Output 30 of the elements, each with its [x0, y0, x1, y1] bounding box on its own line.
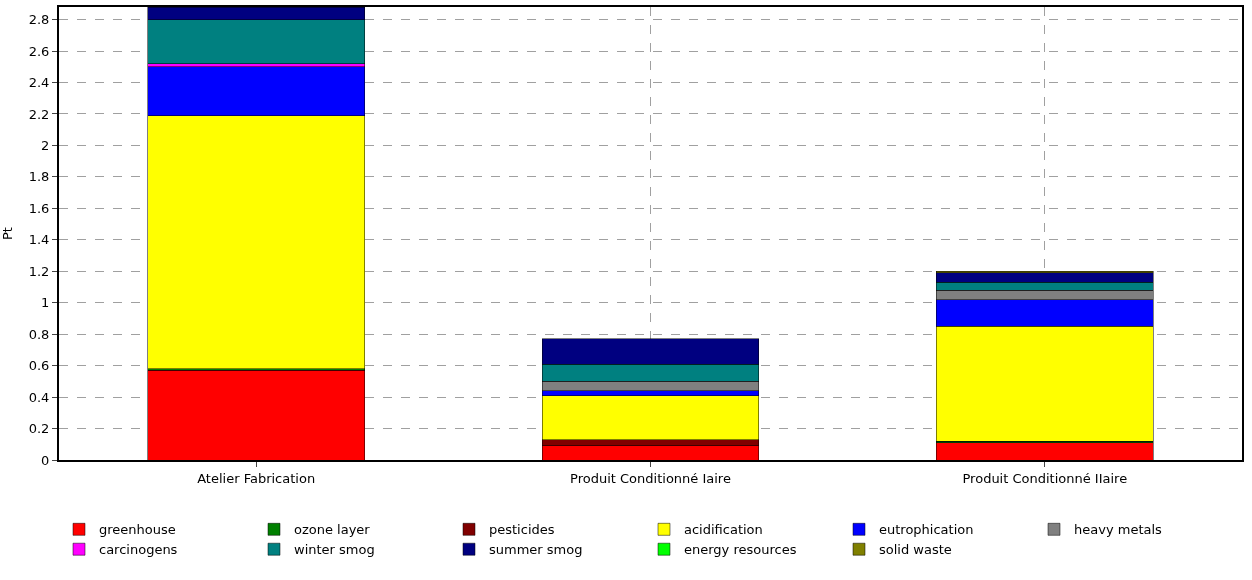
y-tick-label: 2.6 — [28, 43, 50, 59]
y-tick-label: 2.4 — [28, 75, 50, 91]
legend-label: energy resources — [684, 542, 797, 558]
y-tick-label: 0.4 — [28, 389, 50, 405]
legend-label: winter smog — [294, 542, 375, 558]
legend-label: eutrophication — [879, 522, 974, 538]
y-tick-label: 2.2 — [28, 106, 50, 122]
legend-label: heavy metals — [1074, 522, 1163, 538]
legend-label: greenhouse — [99, 522, 176, 538]
x-tick-label: Produit Conditionné Iaire — [570, 470, 731, 486]
legend-label: carcinogens — [99, 542, 178, 558]
legend-label: acidification — [684, 522, 763, 538]
x-tick-label: Atelier Fabrication — [197, 470, 316, 486]
legend-label: solid waste — [879, 542, 952, 558]
y-tick-label: 1.2 — [28, 263, 50, 279]
y-tick-label: 1.4 — [28, 232, 50, 248]
y-tick-label: 1.8 — [28, 169, 50, 185]
y-tick-label: 0.8 — [28, 326, 50, 342]
y-tick-label: 0.6 — [28, 358, 50, 374]
y-tick-label: 2 — [41, 137, 50, 153]
y-axis-title: Pt — [0, 227, 15, 240]
legend-label: summer smog — [489, 542, 583, 558]
y-tick-label: 1.6 — [28, 200, 50, 216]
legend-label: pesticides — [489, 522, 555, 538]
y-tick-label: 0 — [41, 452, 50, 468]
y-tick-label: 2.8 — [28, 12, 50, 28]
y-tick-label: 1 — [41, 295, 50, 311]
y-tick-label: 0.2 — [28, 421, 50, 437]
legend-label: ozone layer — [294, 522, 371, 538]
x-tick-label: Produit Conditionné IIaire — [962, 470, 1128, 486]
